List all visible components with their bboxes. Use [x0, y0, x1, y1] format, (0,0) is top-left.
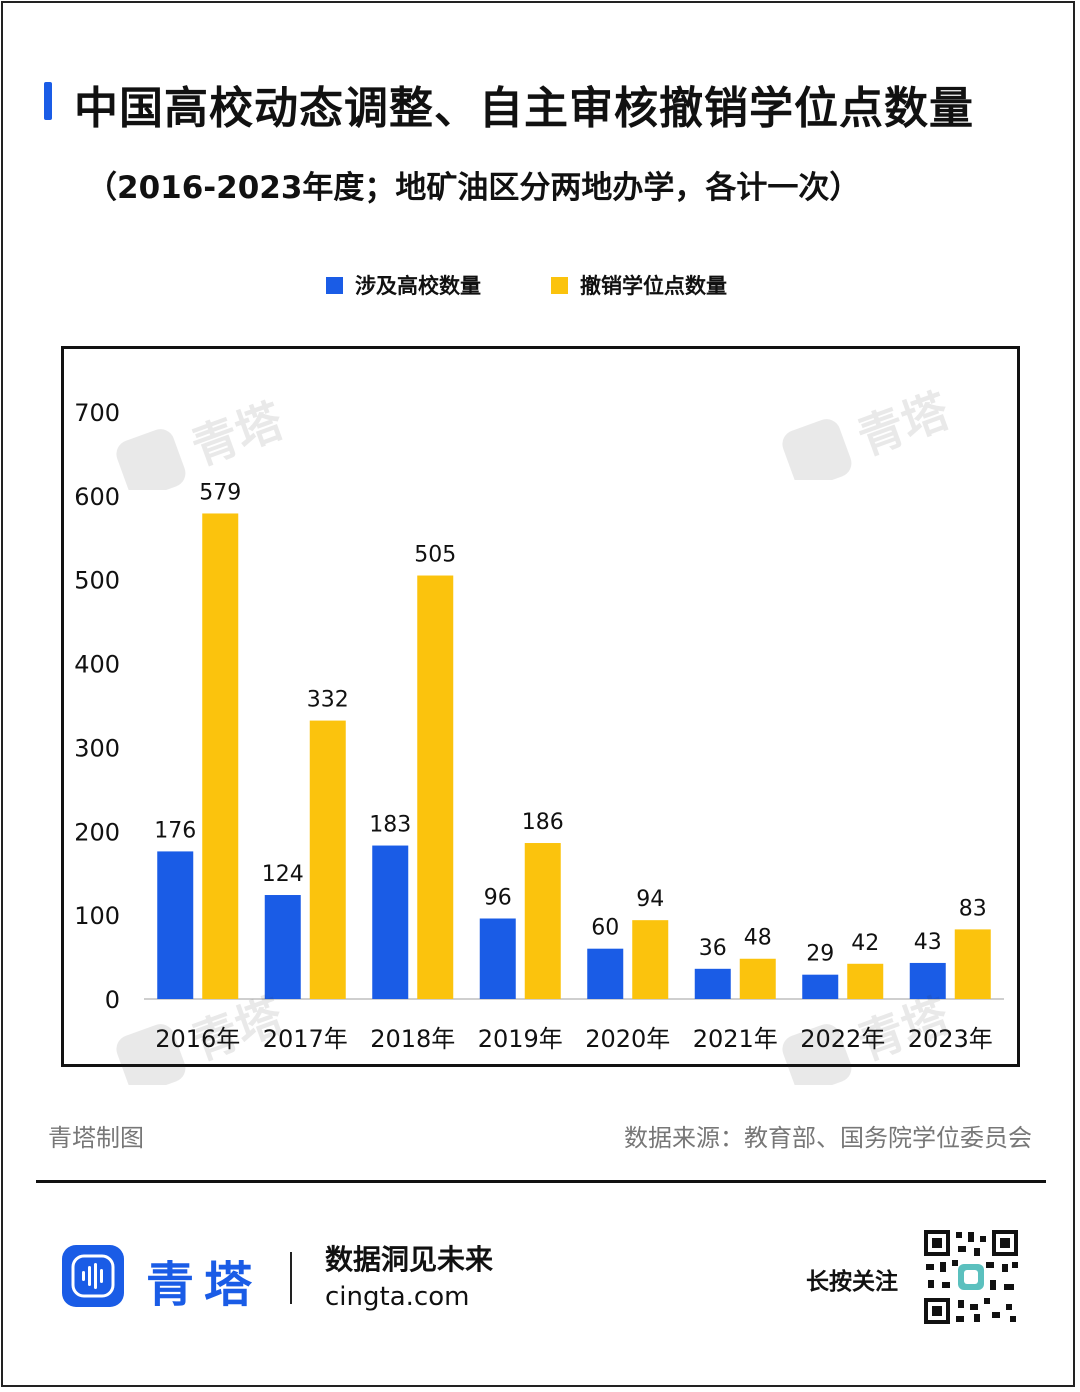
bar-universities: [909, 962, 946, 999]
bar-value-label: 48: [744, 926, 772, 951]
bar-value-label: 124: [262, 862, 304, 887]
bar-value-label: 183: [369, 813, 411, 838]
x-tick-label: 2017年: [263, 1025, 348, 1053]
bar-revoked: [739, 958, 776, 999]
bar-revoked: [847, 963, 884, 999]
bar-value-label: 186: [522, 810, 564, 835]
y-tick-label: 100: [74, 902, 120, 930]
y-tick-label: 200: [74, 818, 120, 846]
legend-label-revoked: 撤销学位点数量: [580, 274, 727, 298]
y-tick-label: 700: [74, 399, 120, 427]
cingta-logo-icon: [62, 1245, 124, 1307]
bar-universities: [694, 968, 731, 999]
bar-revoked: [309, 720, 346, 999]
bar-value-label: 42: [851, 931, 879, 956]
x-tick-label: 2021年: [693, 1025, 778, 1053]
bar-revoked: [202, 513, 239, 999]
bar-value-label: 505: [414, 543, 456, 568]
bar-value-label: 60: [591, 916, 619, 941]
legend-item-revoked: 撤销学位点数量: [551, 268, 727, 302]
y-tick-label: 0: [105, 986, 120, 1014]
page-title: 中国高校动态调整、自主审核撤销学位点数量: [74, 83, 974, 134]
chart-credit: 青塔制图: [48, 1124, 144, 1152]
x-tick-label: 2019年: [478, 1025, 563, 1053]
y-tick-label: 300: [74, 734, 120, 762]
footer-divider: [36, 1180, 1046, 1183]
bar-value-label: 176: [154, 818, 196, 843]
brand-slogan: 数据洞见未来: [325, 1243, 494, 1276]
bar-value-label: 83: [959, 896, 987, 921]
x-tick-label: 2022年: [800, 1025, 885, 1053]
chart-legend: 涉及高校数量 撤销学位点数量: [0, 268, 1080, 302]
brand-name: 青塔: [146, 1257, 263, 1313]
bar-value-label: 94: [636, 887, 664, 912]
legend-label-universities: 涉及高校数量: [355, 274, 481, 298]
bar-universities: [264, 895, 301, 999]
legend-item-universities: 涉及高校数量: [326, 268, 481, 302]
title-accent-bar: [44, 82, 52, 120]
chart-container: 0 100 200 300 400 500 600 700 176 579 2016年 124 332 2…: [61, 346, 1020, 1067]
bar-value-label: 96: [484, 885, 512, 910]
x-tick-label: 2018年: [370, 1025, 455, 1053]
brand-separator: [290, 1252, 292, 1304]
bar-value-label: 579: [199, 480, 241, 505]
follow-prompt: 长按关注: [806, 1269, 898, 1295]
y-tick-label: 500: [74, 567, 120, 595]
y-tick-label: 600: [74, 483, 120, 511]
bar-value-label: 29: [806, 942, 834, 967]
soundwave-icon: [71, 1254, 115, 1298]
bar-value-label: 43: [914, 930, 942, 955]
qr-code-icon[interactable]: [922, 1228, 1020, 1326]
bar-universities: [587, 948, 624, 999]
bar-value-label: 36: [699, 936, 727, 961]
y-tick-label: 400: [74, 651, 120, 679]
bar-revoked: [632, 920, 669, 999]
data-source: 数据来源：教育部、国务院学位委员会: [624, 1124, 1032, 1152]
x-tick-label: 2016年: [155, 1025, 240, 1053]
x-tick-label: 2020年: [585, 1025, 670, 1053]
bar-revoked: [417, 575, 454, 999]
bar-revoked: [524, 843, 561, 999]
page-subtitle: （2016-2023年度；地矿油区分两地办学，各计一次）: [86, 170, 861, 206]
bar-universities: [157, 851, 194, 999]
bar-revoked: [954, 929, 991, 999]
bar-universities: [802, 974, 839, 999]
x-tick-label: 2023年: [908, 1025, 993, 1053]
bar-universities: [479, 918, 516, 999]
bar-chart: 0 100 200 300 400 500 600 700 176 579 2016年 124 332 2…: [74, 399, 1004, 1053]
brand-website[interactable]: cingta.com: [325, 1282, 470, 1312]
bar-universities: [372, 845, 409, 999]
legend-swatch-blue: [326, 276, 343, 294]
legend-swatch-yellow: [551, 276, 568, 294]
bar-value-label: 332: [307, 688, 349, 713]
